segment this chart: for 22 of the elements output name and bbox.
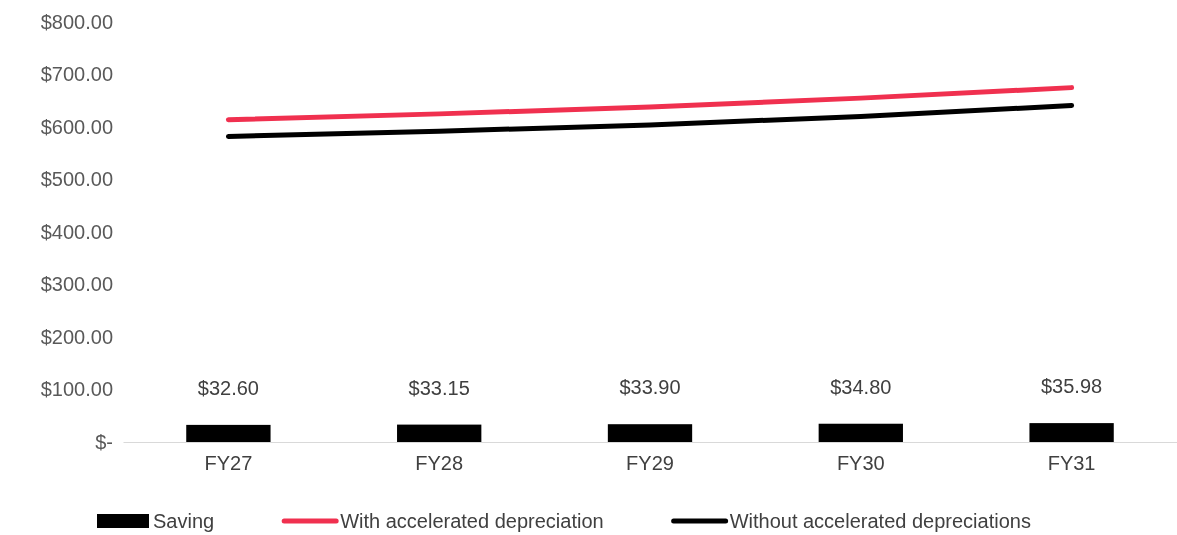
y-tick-label: $400.00 [40,220,113,243]
x-tick-label: FY28 [415,452,464,475]
y-tick-label: $200.00 [40,325,113,348]
y-tick-label: $700.00 [40,63,113,86]
legend-label: Saving [153,510,215,532]
data-label: $34.80 [830,375,892,398]
legend-label: With accelerated depreciation [340,510,604,532]
data-label: $35.98 [1041,375,1103,398]
y-tick-label: $300.00 [40,273,113,296]
x-tick-label: FY30 [836,452,885,475]
x-tick-label: FY31 [1047,452,1096,475]
x-tick-label: FY29 [626,452,674,475]
y-tick-label: $800.00 [40,10,113,33]
y-tick-label: $600.00 [40,115,113,138]
data-label: $32.60 [197,376,259,399]
data-label: $33.90 [619,376,681,399]
x-tick-label: FY27 [204,452,253,475]
y-tick-label: $100.00 [40,378,113,401]
data-label: $33.15 [408,376,470,399]
legend-label: Without accelerated depreciations [729,510,1031,532]
y-tick-label: $- [95,430,113,453]
y-tick-label: $500.00 [40,168,113,191]
